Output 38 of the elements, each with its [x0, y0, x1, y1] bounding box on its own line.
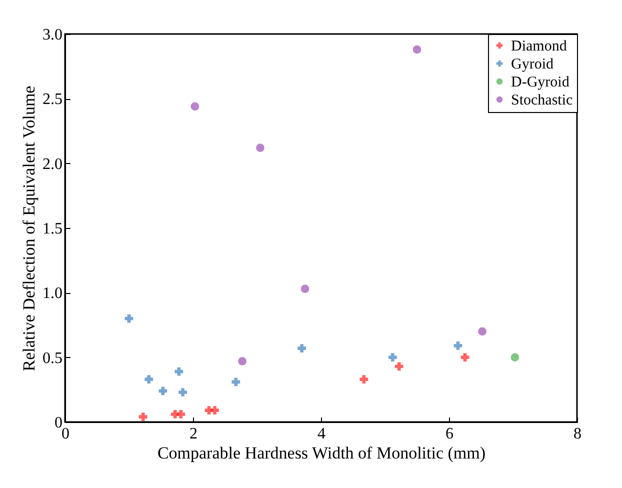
point [478, 327, 486, 336]
y-tick-label: 1.0 [42, 285, 62, 302]
point [144, 375, 154, 384]
x-tick-label: 6 [446, 426, 454, 442]
y-tick-label: 3.0 [42, 26, 62, 44]
point [138, 412, 148, 422]
legend-label: Stochastic [511, 92, 573, 108]
y-tick-label: 2.0 [42, 156, 62, 173]
x-axis-title: Comparable Hardness Width of Monolitic (mm) [157, 444, 486, 462]
y-tick-label: 2.5 [42, 91, 62, 108]
point [174, 367, 184, 376]
point [256, 144, 264, 152]
x-tick-label: 4 [318, 426, 326, 442]
point [158, 386, 168, 396]
point [300, 284, 310, 293]
point [454, 342, 462, 350]
point [388, 353, 397, 362]
legend-label: Gyroid [511, 56, 554, 72]
point [210, 406, 219, 415]
point [190, 102, 200, 111]
y-tick-label: 1.5 [42, 220, 62, 238]
point [232, 378, 240, 386]
point [460, 353, 470, 362]
legend-label: Diamond [511, 38, 568, 54]
x-tick-label: 2 [190, 426, 198, 442]
y-axis-title: Relative Deflection of Equivalent Volume [20, 86, 38, 372]
y-tick-label: 0 [54, 414, 62, 432]
y-tick-label: 0.5 [42, 350, 62, 367]
point [510, 353, 520, 362]
legend-label: D-Gyroid [511, 74, 570, 90]
point [176, 410, 186, 418]
point [412, 45, 422, 54]
point [238, 357, 246, 366]
point [178, 388, 187, 396]
x-tick-label: 8 [574, 426, 582, 442]
point [360, 375, 368, 384]
point [394, 362, 404, 371]
point [298, 344, 306, 352]
